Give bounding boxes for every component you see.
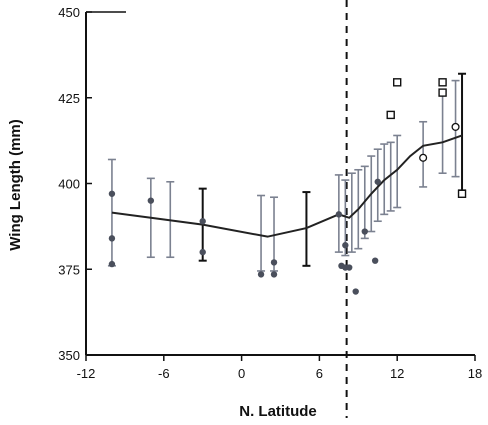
x-tick-label: 0 bbox=[238, 366, 245, 381]
y-tick-label: 375 bbox=[58, 262, 80, 277]
mean-line-group bbox=[111, 134, 463, 238]
open-circle-point bbox=[419, 153, 428, 162]
open-circle-point bbox=[451, 122, 460, 131]
filled-point bbox=[147, 197, 155, 204]
error-bars-group bbox=[107, 72, 467, 272]
x-tick-label: 12 bbox=[390, 366, 404, 381]
y-tick-label: 350 bbox=[58, 348, 80, 363]
filled-point bbox=[270, 259, 278, 266]
x-tick-label: -12 bbox=[77, 366, 96, 381]
y-tick-label: 400 bbox=[58, 177, 80, 192]
filled-point bbox=[199, 248, 206, 256]
y-tick-label: 450 bbox=[58, 5, 80, 20]
filled-point bbox=[108, 260, 116, 268]
axes-group: 350 375 400 425 450 -12 -6 0 6 12 18 bbox=[58, 5, 482, 381]
open-square-point bbox=[386, 110, 395, 120]
x-tick-label: 6 bbox=[316, 366, 323, 381]
filled-point bbox=[108, 235, 116, 242]
x-axis-title: N. Latitude bbox=[239, 403, 317, 420]
filled-point bbox=[257, 271, 265, 278]
filled-point bbox=[352, 288, 359, 295]
filled-point bbox=[361, 228, 368, 235]
filled-point bbox=[371, 257, 379, 264]
filled-point bbox=[346, 264, 353, 271]
filled-point bbox=[342, 242, 349, 249]
y-tick-label: 425 bbox=[58, 91, 80, 106]
open-square-point bbox=[438, 88, 447, 97]
x-tick-label: 18 bbox=[468, 366, 482, 381]
points-group bbox=[108, 78, 467, 295]
filled-point bbox=[270, 271, 278, 278]
y-axis-title: Wing Length (mm) bbox=[7, 119, 24, 251]
filled-point bbox=[374, 178, 381, 185]
x-tick-label: -6 bbox=[158, 366, 170, 381]
open-square-point bbox=[457, 189, 467, 198]
filled-point bbox=[108, 190, 116, 197]
filled-point bbox=[335, 211, 343, 218]
mean-line bbox=[111, 134, 463, 238]
open-square-point bbox=[438, 78, 447, 87]
filled-point bbox=[199, 218, 206, 225]
open-square-point bbox=[393, 78, 402, 87]
filled-point bbox=[338, 262, 345, 270]
